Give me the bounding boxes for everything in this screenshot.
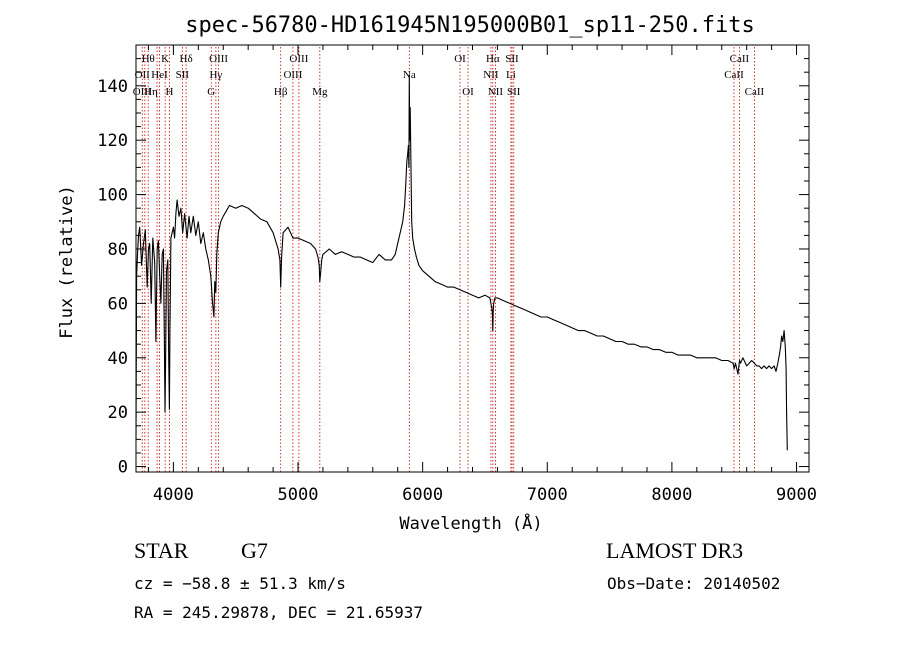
spectral-line-label: Hα xyxy=(486,53,500,65)
y-tick-label: 120 xyxy=(97,131,128,151)
spectral-line-label: NII xyxy=(488,86,504,98)
x-axis-label: Wavelength (Å) xyxy=(399,512,542,534)
spectral-line-label: Mg xyxy=(312,86,328,98)
x-tick-label: 4000 xyxy=(153,485,194,505)
spectral-line-label: CaII xyxy=(730,53,750,65)
y-tick-label: 20 xyxy=(108,403,128,423)
y-tick-label: 100 xyxy=(97,186,128,206)
observation-date: Obs−Date: 20140502 xyxy=(607,574,781,593)
spectral-line-label: OIII xyxy=(209,53,228,65)
spectral-line-label: OI xyxy=(462,86,474,98)
spectral-line-label: OIII xyxy=(133,86,152,98)
y-tick-label: 60 xyxy=(108,294,128,314)
x-tick-label: 9000 xyxy=(776,485,817,505)
spectral-line-markers xyxy=(141,47,755,472)
plot-frame xyxy=(135,44,810,473)
coordinates: RA = 245.29878, DEC = 21.65937 xyxy=(134,603,423,622)
spectral-line-label: H xyxy=(166,86,174,98)
spectral-line-label: HeI xyxy=(151,69,168,81)
spectral-line-label: G xyxy=(207,86,215,98)
y-tick-label: 140 xyxy=(97,77,128,97)
spectral-line-label: OII xyxy=(135,69,151,81)
object-class: STAR xyxy=(134,538,189,563)
y-tick-label: 40 xyxy=(108,349,128,369)
spectral-line-label: Hγ xyxy=(209,69,222,81)
spectral-line-label: Li xyxy=(506,69,516,81)
spectral-line-label: K xyxy=(161,53,169,65)
chart-title: spec-56780-HD161945N195000B01_sp11-250.f… xyxy=(185,13,755,38)
y-tick-label: 0 xyxy=(118,458,128,478)
spectral-line-label: OIII xyxy=(289,53,308,65)
survey-name: LAMOST DR3 xyxy=(606,538,744,563)
spectral-line-label: CaII xyxy=(724,69,744,81)
spectrum-series-line xyxy=(135,74,788,451)
x-tick-label: 5000 xyxy=(278,485,319,505)
y-tick-label: 80 xyxy=(108,240,128,260)
x-tick-label: 7000 xyxy=(527,485,568,505)
spectral-line-label: SII xyxy=(505,53,519,65)
spectral-line-label: OIII xyxy=(283,69,302,81)
x-tick-label: 6000 xyxy=(402,485,443,505)
spectral-line-label: Hβ xyxy=(274,86,288,98)
spectral-line-label: SII xyxy=(176,69,190,81)
spectral-line-label: NII xyxy=(483,69,499,81)
spectral-line-label: Hθ xyxy=(142,53,155,65)
spectral-line-label: CaII xyxy=(745,86,765,98)
spectral-line-label: SII xyxy=(507,86,521,98)
spectral-line-label: Hδ xyxy=(180,53,193,65)
y-axis-label: Flux (relative) xyxy=(57,185,77,339)
y-axis: 0 20 40 60 80 100 120 140 xyxy=(97,58,809,478)
spectral-line-label: Hη xyxy=(144,86,158,98)
spectral-line-labels: Hθ K Hδ OIII OIII OI Hα SII CaII OII HeI SII Hγ OIII N… xyxy=(133,53,765,98)
spectral-line-label: OI xyxy=(454,53,466,65)
redshift-cz: cz = −58.8 ± 51.3 km/s xyxy=(134,574,346,593)
x-tick-label: 8000 xyxy=(651,485,692,505)
x-axis: 4000 5000 6000 7000 8000 9000 xyxy=(147,45,817,505)
object-subclass: G7 xyxy=(241,538,268,563)
